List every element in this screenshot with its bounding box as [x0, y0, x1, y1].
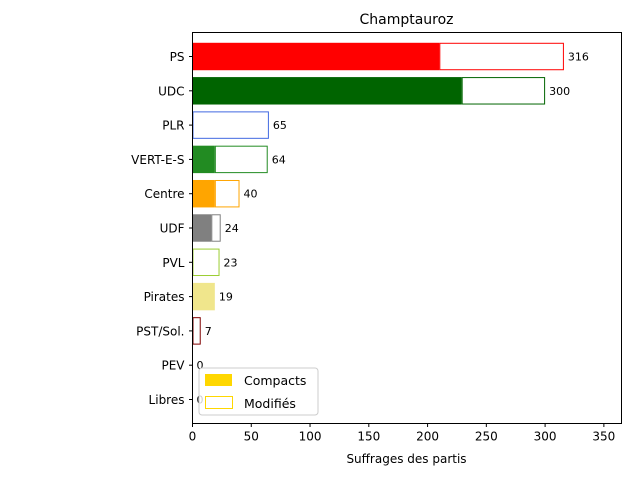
value-label-pev: 0 [197, 359, 204, 372]
bar-compacts-udc [192, 77, 462, 105]
y-tick-label-pirates: Pirates [144, 290, 185, 304]
y-tick-label-ps: PS [170, 50, 185, 64]
bar-modifies-vert-e-s [214, 145, 268, 174]
legend: Compacts Modifiés [198, 367, 319, 416]
y-tick-label-plr: PLR [162, 119, 184, 133]
legend-label-compacts: Compacts [244, 373, 306, 388]
bar-modifies-ps [439, 42, 564, 71]
bar-compacts-udf [192, 214, 212, 242]
bar-compacts-pirates [192, 282, 215, 311]
y-tick-label-pvl: PVL [162, 256, 184, 270]
value-label-pst-sol: 7 [205, 325, 212, 338]
value-label-udc: 300 [549, 85, 570, 98]
bar-modifies-udf [211, 214, 221, 242]
bar-modifies-udc [461, 77, 546, 105]
x-axis-label: Suffrages des partis [346, 452, 466, 466]
legend-label-modifies: Modifiés [244, 396, 296, 411]
y-tick-label-pev: PEV [161, 359, 185, 373]
value-label-vert-e-s: 64 [272, 153, 286, 166]
x-tick-label-300: 300 [534, 430, 557, 444]
value-label-centre: 40 [244, 188, 258, 201]
value-label-ps: 316 [568, 51, 589, 64]
bar-compacts-centre [192, 179, 215, 208]
bar-compacts-vert-e-s [192, 145, 215, 174]
value-label-plr: 65 [273, 119, 287, 132]
legend-swatch-modifies [205, 396, 233, 409]
value-label-pirates: 19 [219, 291, 233, 304]
y-tick-label-udf: UDF [160, 222, 185, 236]
bar-modifies-centre [214, 179, 240, 208]
x-tick-label-50: 50 [244, 430, 259, 444]
x-tick-label-150: 150 [357, 430, 380, 444]
bar-modifies-pst-sol [192, 317, 201, 345]
y-tick-label-vert-e-s: VERT-E-S [131, 153, 184, 167]
x-tick-label-200: 200 [416, 430, 439, 444]
legend-swatch-compacts [205, 374, 232, 386]
y-tick-label-udc: UDC [158, 84, 184, 98]
x-tick-label-100: 100 [299, 430, 322, 444]
y-axis: PS UDC PLR VERT-E-S Centre UDF PVL Pirates PST/S… [131, 50, 193, 407]
bar-compacts-ps [192, 42, 440, 71]
value-label-udf: 24 [225, 222, 239, 235]
y-tick-label-pst-sol: PST/Sol. [136, 324, 184, 338]
x-tick-label-250: 250 [475, 430, 498, 444]
chart-title: Champtauroz [359, 12, 453, 28]
x-tick-label-350: 350 [592, 430, 615, 444]
x-axis: 0 50 100 150 200 250 300 350 [189, 423, 615, 444]
bar-modifies-plr [192, 111, 269, 139]
x-tick-label-0: 0 [189, 430, 197, 444]
y-tick-label-libres: Libres [149, 393, 185, 407]
bar-modifies-pvl [192, 248, 220, 277]
value-label-pvl: 23 [224, 256, 238, 269]
y-tick-label-centre: Centre [144, 187, 184, 201]
